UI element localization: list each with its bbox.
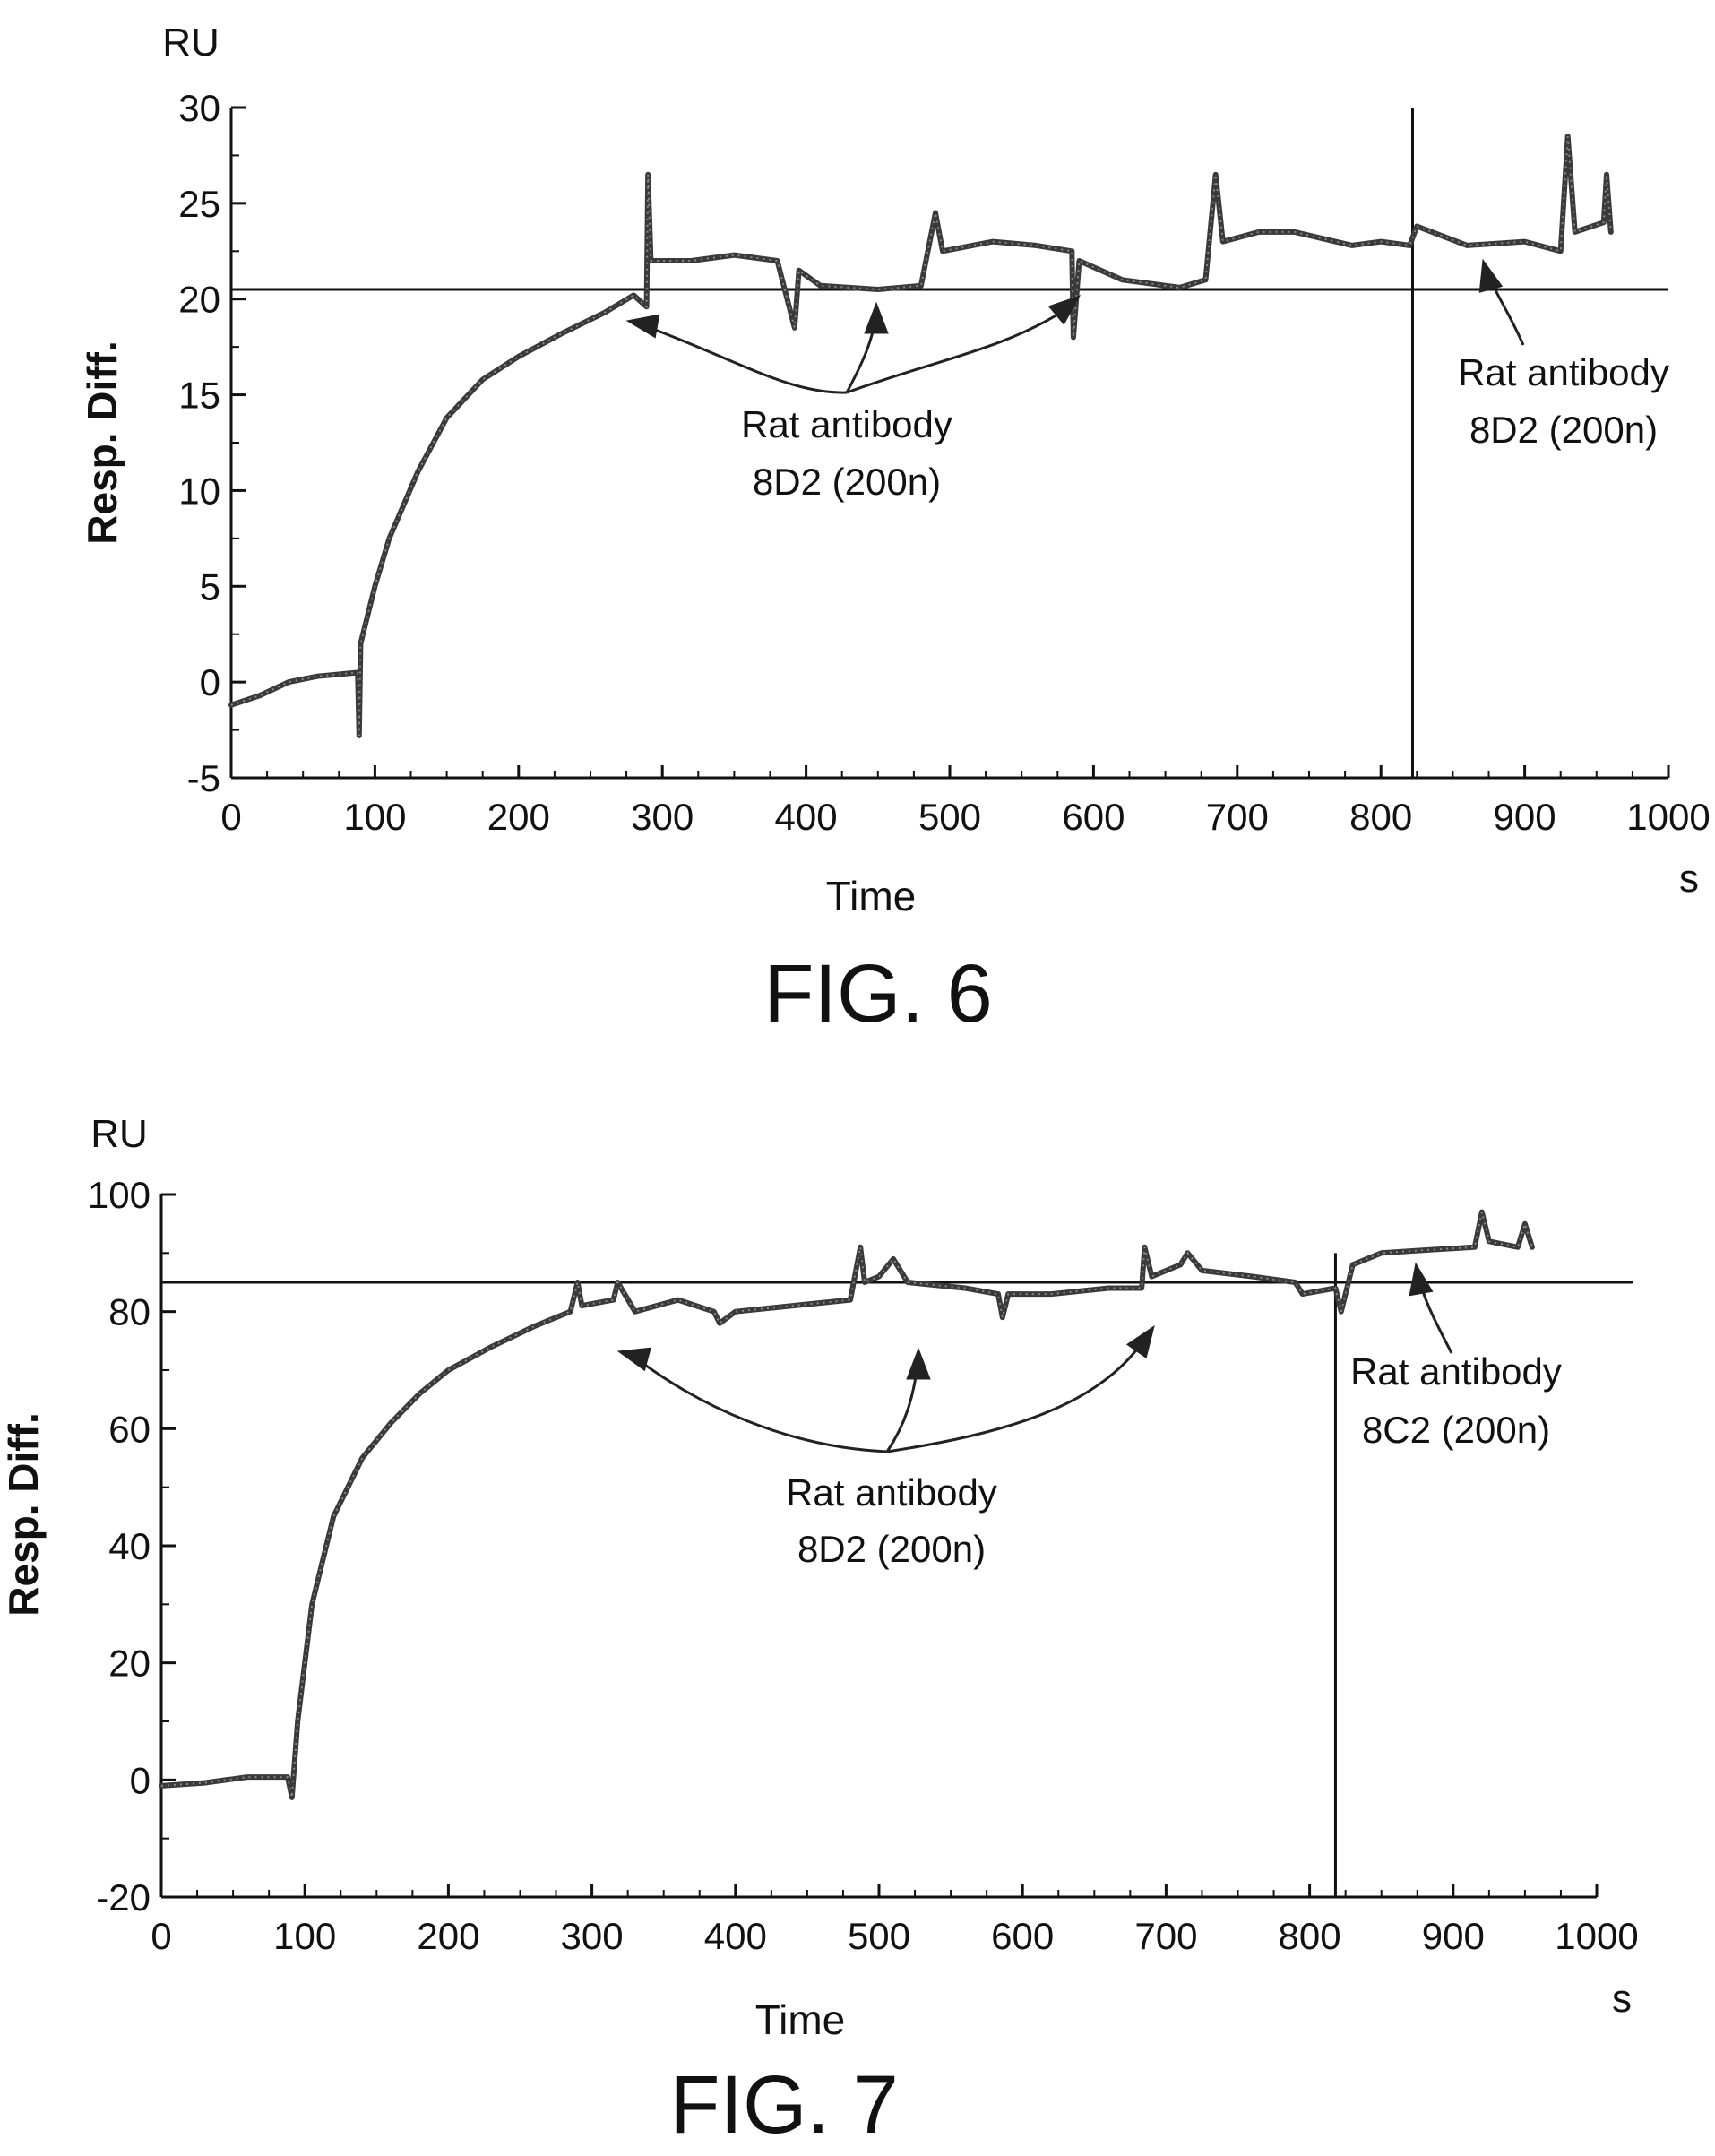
x-tick-label: 1000 — [1555, 1915, 1638, 1957]
figure-caption: FIG. 6 — [763, 948, 993, 1039]
annotation-arrow — [631, 1353, 888, 1453]
y-tick-label: -5 — [187, 757, 220, 799]
y-tick-label: 15 — [178, 375, 220, 417]
x-tick-label: 800 — [1349, 796, 1412, 838]
x-tick-label: 300 — [561, 1915, 624, 1957]
x-tick-label: 0 — [220, 796, 241, 838]
series-line — [228, 134, 1614, 738]
y-tick-label: 10 — [178, 470, 220, 512]
x-tick-label: 600 — [1062, 796, 1125, 838]
arrow-head — [1478, 258, 1504, 293]
y-tick-label: 30 — [178, 87, 220, 129]
y-tick-label: 25 — [178, 183, 220, 225]
x-tick-label: 700 — [1134, 1915, 1197, 1957]
annotation-label: Rat antibody — [741, 403, 952, 445]
x-tick-label: 300 — [631, 796, 694, 838]
y-tick-label: 40 — [108, 1525, 151, 1567]
figure-caption: FIG. 7 — [669, 2059, 899, 2151]
x-tick-label: 1000 — [1626, 796, 1710, 838]
x-tick-label: 500 — [918, 796, 981, 838]
x-axis-title: Time — [755, 1996, 846, 2043]
x-tick-label: 500 — [848, 1915, 910, 1957]
y-unit-label: RU — [90, 1112, 148, 1156]
x-tick-label: 900 — [1422, 1915, 1485, 1957]
arrow-head — [625, 314, 660, 339]
annotation-label: Rat antibody — [1458, 351, 1669, 393]
arrow-head — [616, 1347, 651, 1372]
x-tick-label: 0 — [151, 1915, 171, 1957]
x-unit-label: s — [1679, 857, 1699, 901]
x-tick-label: 200 — [487, 796, 550, 838]
arrow-head — [1125, 1324, 1155, 1359]
x-tick-label: 400 — [704, 1915, 767, 1957]
annotation-label: Rat antibody — [786, 1471, 997, 1514]
x-tick-label: 800 — [1279, 1915, 1341, 1957]
x-tick-label: 200 — [417, 1915, 479, 1957]
annotation-label: 8D2 (200n) — [1469, 409, 1658, 451]
y-axis-title: Resp. Diff. — [0, 1412, 47, 1616]
y-unit-label: RU — [162, 21, 220, 65]
y-tick-label: 5 — [200, 565, 220, 608]
annotation-label: 8C2 (200n) — [1362, 1409, 1550, 1451]
y-tick-label: 60 — [108, 1408, 151, 1450]
y-tick-label: 0 — [130, 1759, 151, 1801]
x-unit-label: s — [1612, 1977, 1632, 2021]
annotation-label: Rat antibody — [1350, 1350, 1562, 1393]
y-tick-label: 20 — [108, 1643, 151, 1685]
annotation-arrow — [846, 307, 1067, 394]
arrow-head — [906, 1347, 931, 1380]
y-tick-label: 100 — [88, 1174, 151, 1216]
y-axis-title: Resp. Diff. — [79, 341, 125, 544]
x-tick-label: 600 — [991, 1915, 1054, 1957]
annotation-label: 8D2 (200n) — [753, 461, 941, 503]
series-line-texture — [160, 1212, 1533, 1798]
x-tick-label: 700 — [1206, 796, 1269, 838]
x-tick-label: 400 — [775, 796, 838, 838]
y-tick-label: 80 — [108, 1291, 151, 1333]
y-tick-label: -20 — [96, 1876, 151, 1919]
arrow-head — [1047, 295, 1082, 325]
arrow-head — [1409, 1262, 1434, 1297]
annotation-label: 8D2 (200n) — [797, 1528, 986, 1570]
annotation-arrow — [635, 321, 848, 394]
x-tick-label: 900 — [1494, 796, 1556, 838]
x-tick-label: 100 — [273, 1915, 336, 1957]
y-tick-label: 20 — [178, 279, 220, 321]
arrow-head — [864, 301, 889, 334]
y-tick-label: 0 — [200, 661, 220, 703]
x-axis-title: Time — [826, 873, 917, 919]
annotation-arrow — [886, 1334, 1149, 1453]
x-tick-label: 100 — [343, 796, 406, 838]
